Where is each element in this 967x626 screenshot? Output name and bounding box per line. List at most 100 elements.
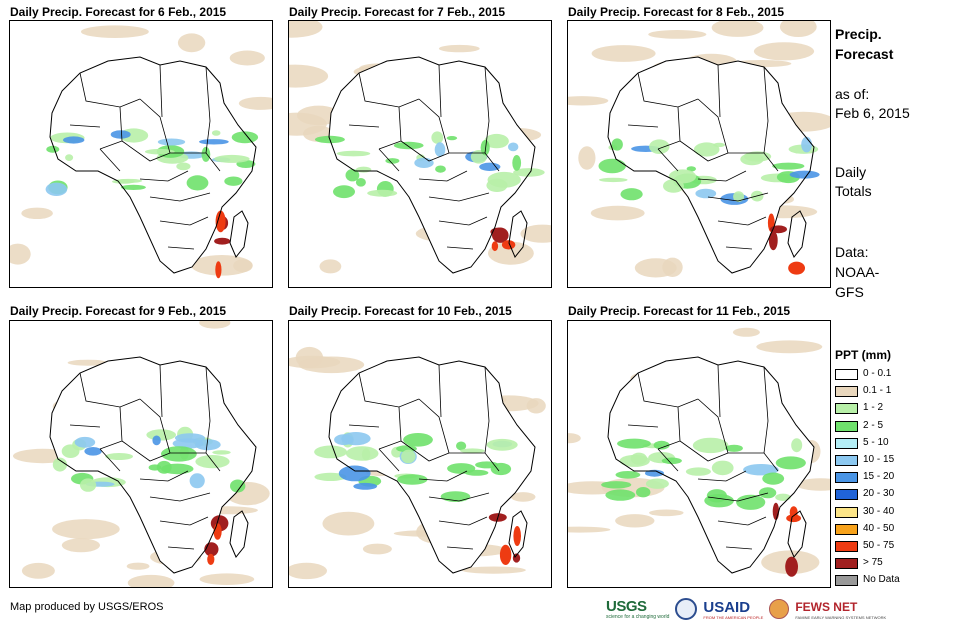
- country-border: [139, 398, 171, 454]
- legend-label: 5 - 10: [863, 436, 889, 448]
- heavy-rain-patch: [492, 227, 509, 243]
- map-canvas: [568, 21, 830, 278]
- rain-patch: [212, 450, 231, 455]
- rain-patch: [105, 453, 133, 460]
- rain-patch: [336, 150, 371, 157]
- madagascar-outline: [229, 510, 249, 558]
- rain-patch: [775, 493, 791, 501]
- country-border: [763, 66, 769, 154]
- fews-net-mark-icon: [769, 599, 790, 619]
- country-border: [446, 546, 474, 550]
- rain-patch: [45, 182, 68, 196]
- rain-patch: [431, 131, 444, 144]
- map-canvas: [568, 327, 830, 577]
- rain-patch: [314, 445, 348, 459]
- rain-patch: [617, 438, 651, 449]
- legend-swatch: [835, 420, 858, 432]
- map-canvas: [13, 321, 270, 587]
- rain-patch: [801, 136, 812, 153]
- rain-patch: [513, 168, 545, 177]
- africa-land: [50, 57, 256, 273]
- country-border: [159, 516, 209, 526]
- rain-patch: [161, 446, 197, 462]
- heavy-rain-patch: [786, 514, 801, 523]
- rain-patch: [484, 133, 509, 149]
- legend-label: 15 - 20: [863, 471, 895, 483]
- country-border: [728, 152, 779, 172]
- fews-net-logo-tagline: FAMINE EARLY WARNING SYSTEMS NETWORK: [795, 615, 887, 620]
- rain-patch: [367, 189, 398, 197]
- panel-title-5: Daily Precip. Forecast for 10 Feb., 2015: [289, 304, 512, 318]
- drizzle-patch: [510, 492, 536, 502]
- rain-patch: [736, 494, 766, 510]
- rain-patch: [619, 454, 650, 467]
- heavy-rain-patch: [499, 544, 512, 565]
- heavy-rain-patch: [215, 261, 222, 279]
- forecast-map-3: [567, 20, 831, 288]
- legend-label: 30 - 40: [863, 505, 895, 517]
- rain-patch: [52, 457, 67, 472]
- country-border: [438, 364, 442, 418]
- country-border: [679, 140, 729, 162]
- country-border: [170, 152, 221, 172]
- country-border: [438, 516, 488, 526]
- legend-swatch: [835, 472, 858, 484]
- africa-land: [608, 57, 814, 273]
- legend-label: 2 - 5: [863, 419, 884, 431]
- drizzle-patch: [61, 538, 100, 553]
- africa-coastline: [607, 56, 815, 274]
- drizzle-patch: [177, 33, 206, 53]
- africa-coastline: [328, 356, 536, 574]
- rain-patch: [706, 489, 727, 503]
- madagascar-outline: [787, 510, 807, 558]
- rain-patch: [211, 130, 221, 136]
- rain-patch: [725, 444, 743, 452]
- country-border: [149, 492, 211, 502]
- heavy-rain-patch: [772, 502, 780, 520]
- rain-patch: [789, 170, 820, 179]
- country-border: [170, 452, 221, 472]
- rain-patch: [396, 445, 417, 453]
- drizzle-patch: [298, 356, 365, 374]
- drizzle-patch: [753, 42, 815, 61]
- legend-swatch: [835, 437, 858, 449]
- heavy-rain-patch: [768, 230, 778, 251]
- rain-patch: [661, 457, 682, 465]
- rain-patch: [152, 435, 161, 446]
- rain-patch: [199, 139, 229, 145]
- country-border: [378, 148, 400, 172]
- country-border: [159, 64, 163, 118]
- panel-title-3: Daily Precip. Forecast for 8 Feb., 2015: [568, 5, 785, 19]
- rain-patch: [791, 438, 803, 453]
- country-border: [428, 492, 490, 502]
- country-border: [348, 124, 380, 128]
- heavy-rain-patch: [214, 237, 231, 245]
- country-border: [418, 470, 468, 482]
- rain-patch: [512, 155, 522, 171]
- legend-label: 0.1 - 1: [863, 385, 892, 397]
- fews-net-logo: FEWS NET FAMINE EARLY WARNING SYSTEMS NE…: [795, 598, 886, 620]
- drizzle-patch: [711, 21, 764, 37]
- data-line2: NOAA-: [835, 264, 880, 280]
- asof-label: as of:: [835, 86, 870, 102]
- rain-patch: [46, 145, 60, 153]
- rain-patch: [601, 481, 632, 489]
- usgs-logo-tagline: science for a changing world: [606, 614, 670, 620]
- country-border: [418, 170, 468, 182]
- rain-patch: [636, 487, 651, 498]
- madagascar-outline: [787, 210, 807, 258]
- country-border: [400, 440, 450, 462]
- forecast-map-5: [288, 320, 552, 588]
- drizzle-patch: [238, 96, 272, 110]
- data-line3: GFS: [835, 284, 864, 300]
- rain-patch: [456, 441, 467, 451]
- rain-patch: [615, 471, 641, 479]
- country-border: [725, 546, 753, 550]
- country-border: [707, 192, 769, 202]
- country-border: [358, 372, 420, 408]
- drizzle-patch: [520, 224, 551, 243]
- country-border: [627, 424, 659, 428]
- drizzle-patch: [615, 514, 655, 528]
- rain-patch: [353, 482, 378, 490]
- legend-label: No Data: [863, 574, 900, 586]
